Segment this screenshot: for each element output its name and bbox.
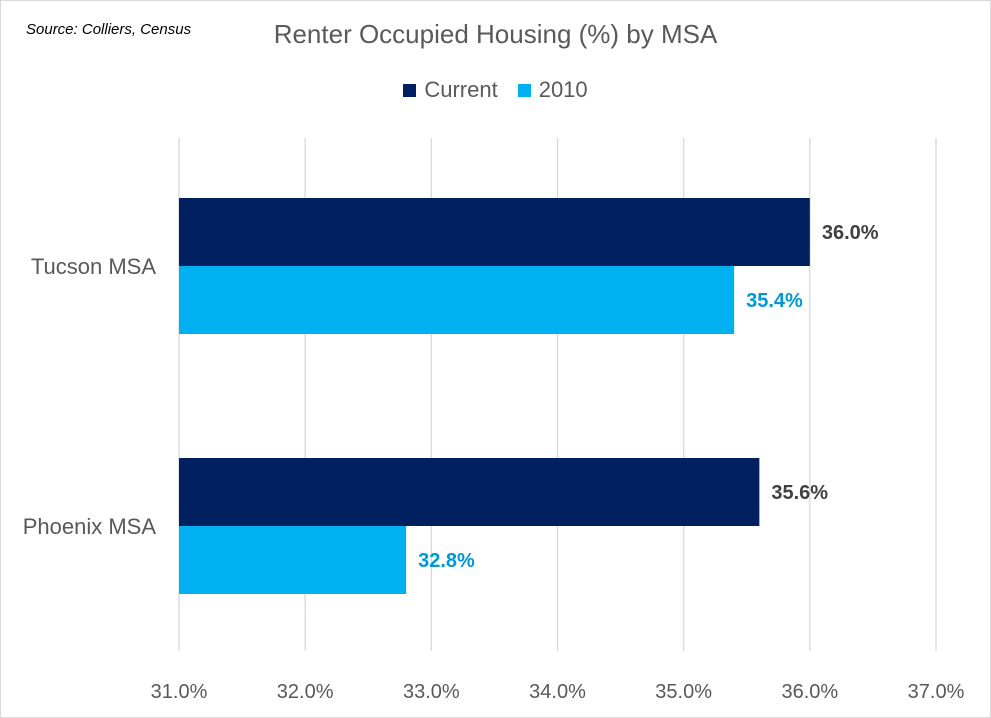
legend: Current 2010 (1, 77, 990, 103)
x-tick-label: 32.0% (277, 681, 334, 703)
data-label: 35.4% (746, 290, 803, 312)
source-note: Source: Colliers, Census (26, 21, 192, 38)
x-tick-label: 36.0% (781, 681, 838, 703)
legend-item-current: Current (403, 77, 498, 103)
data-label: 36.0% (822, 222, 879, 244)
x-tick-label: 35.0% (655, 681, 712, 703)
x-tick-label: 31.0% (151, 681, 208, 703)
legend-item-2010: 2010 (517, 77, 588, 103)
category-label: Phoenix MSA (23, 514, 157, 539)
bar-2010 (179, 266, 735, 334)
bar-current (179, 198, 810, 266)
legend-label-2010: 2010 (538, 77, 588, 102)
legend-label-current: Current (424, 77, 498, 102)
x-tick-label: 33.0% (403, 681, 460, 703)
bar-current (179, 458, 760, 526)
category-label: Tucson MSA (31, 254, 156, 279)
data-label: 32.8% (418, 550, 475, 572)
legend-swatch-2010 (517, 83, 531, 97)
x-tick-label: 37.0% (908, 681, 965, 703)
chart-title: Renter Occupied Housing (%) by MSA (273, 19, 718, 49)
x-tick-label: 34.0% (529, 681, 586, 703)
data-label: 35.6% (771, 482, 828, 504)
legend-swatch-current (403, 83, 417, 97)
bar-2010 (179, 526, 407, 594)
